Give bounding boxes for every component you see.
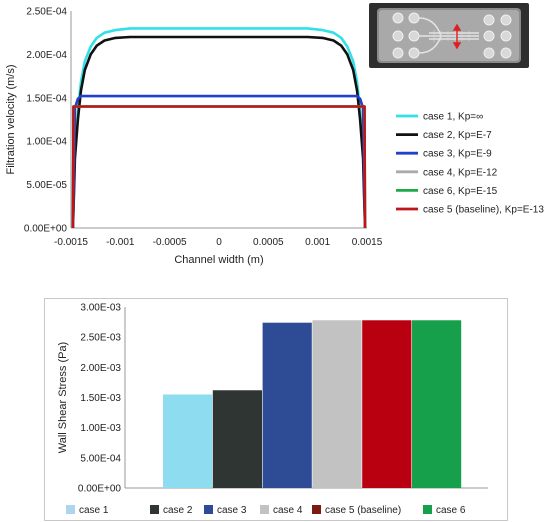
velocity-line-chart: 0.00E+00 5.00E-05 1.00E-04 1.50E-04 2.00E-04…: [5, 7, 544, 267]
legend-label: case 1, Kp=∞: [423, 112, 483, 123]
y-tick-label: 1.00E-04: [26, 137, 67, 148]
bar-case-3: [262, 322, 312, 488]
bar-case-2: [212, 390, 262, 488]
bar-case-6: [412, 320, 462, 488]
x-tick-label: -0.0005: [153, 237, 187, 248]
y-axis-title: Filtration velocity (m/s): [5, 64, 17, 174]
legend-label: case 2, Kp=E-7: [423, 130, 492, 141]
legend-label: case 4, Kp=E-12: [423, 167, 498, 178]
y-tick-label: 5.00E-05: [26, 180, 67, 191]
series-line-6: [71, 105, 367, 229]
legend-swatch: [150, 505, 159, 514]
legend-label: case 2: [163, 505, 193, 516]
y-tick-label: 0.00E+00: [78, 484, 122, 495]
series-line-2: [71, 35, 367, 229]
y-tick-label: 2.50E-04: [26, 7, 67, 18]
legend-label: case 5 (baseline), Kp=E-13: [423, 205, 544, 216]
y-tick-label: 5.00E-04: [80, 453, 121, 464]
series-line-5: [71, 105, 367, 229]
y-tick-label: 2.50E-03: [80, 333, 121, 344]
x-tick-label: 0: [216, 237, 222, 248]
x-tick-label: -0.0015: [54, 237, 88, 248]
x-axis-title: Channel width (m): [174, 254, 263, 266]
y-tick-label: 2.00E-03: [80, 363, 121, 374]
legend-swatch: [66, 505, 75, 514]
bar-case-4: [312, 320, 362, 488]
y-tick-label: 1.00E-03: [80, 423, 121, 434]
y-tick-label: 1.50E-03: [80, 393, 121, 404]
legend-label: case 3: [217, 505, 247, 516]
microfluidic-chip-photo: [369, 3, 529, 68]
bar-case-5-baseline-: [362, 320, 412, 488]
legend-label: case 6: [436, 505, 466, 516]
y-tick-label: 0.00E+00: [24, 224, 68, 235]
legend-label: case 6, Kp=E-15: [423, 186, 498, 197]
legend-label: case 4: [273, 505, 303, 516]
x-tick-label: 0.0005: [253, 237, 284, 248]
y-tick-label: 1.50E-04: [26, 93, 67, 104]
shear-stress-bar-chart: 0.00E+00 5.00E-04 1.00E-03 1.50E-03 2.00E-03…: [44, 298, 508, 521]
legend-swatch: [423, 505, 432, 514]
series-line-1: [71, 27, 367, 229]
y-axis-title: Wall Shear Stress (Pa): [57, 342, 69, 453]
series-line-4: [71, 105, 367, 229]
legend-label: case 5 (baseline): [325, 505, 401, 516]
legend-swatch: [204, 505, 213, 514]
series-line-3: [71, 94, 367, 229]
x-tick-label: 0.0015: [352, 237, 383, 248]
legend-label: case 3, Kp=E-9: [423, 149, 492, 160]
legend-swatch: [260, 505, 269, 514]
legend-label: case 1: [79, 505, 109, 516]
x-tick-label: 0.001: [305, 237, 330, 248]
x-tick-label: -0.001: [106, 237, 135, 248]
chart-border: [44, 298, 508, 521]
y-tick-label: 2.00E-04: [26, 50, 67, 61]
legend-swatch: [312, 505, 321, 514]
bar-case-1: [163, 394, 213, 488]
y-tick-label: 3.00E-03: [80, 303, 121, 314]
